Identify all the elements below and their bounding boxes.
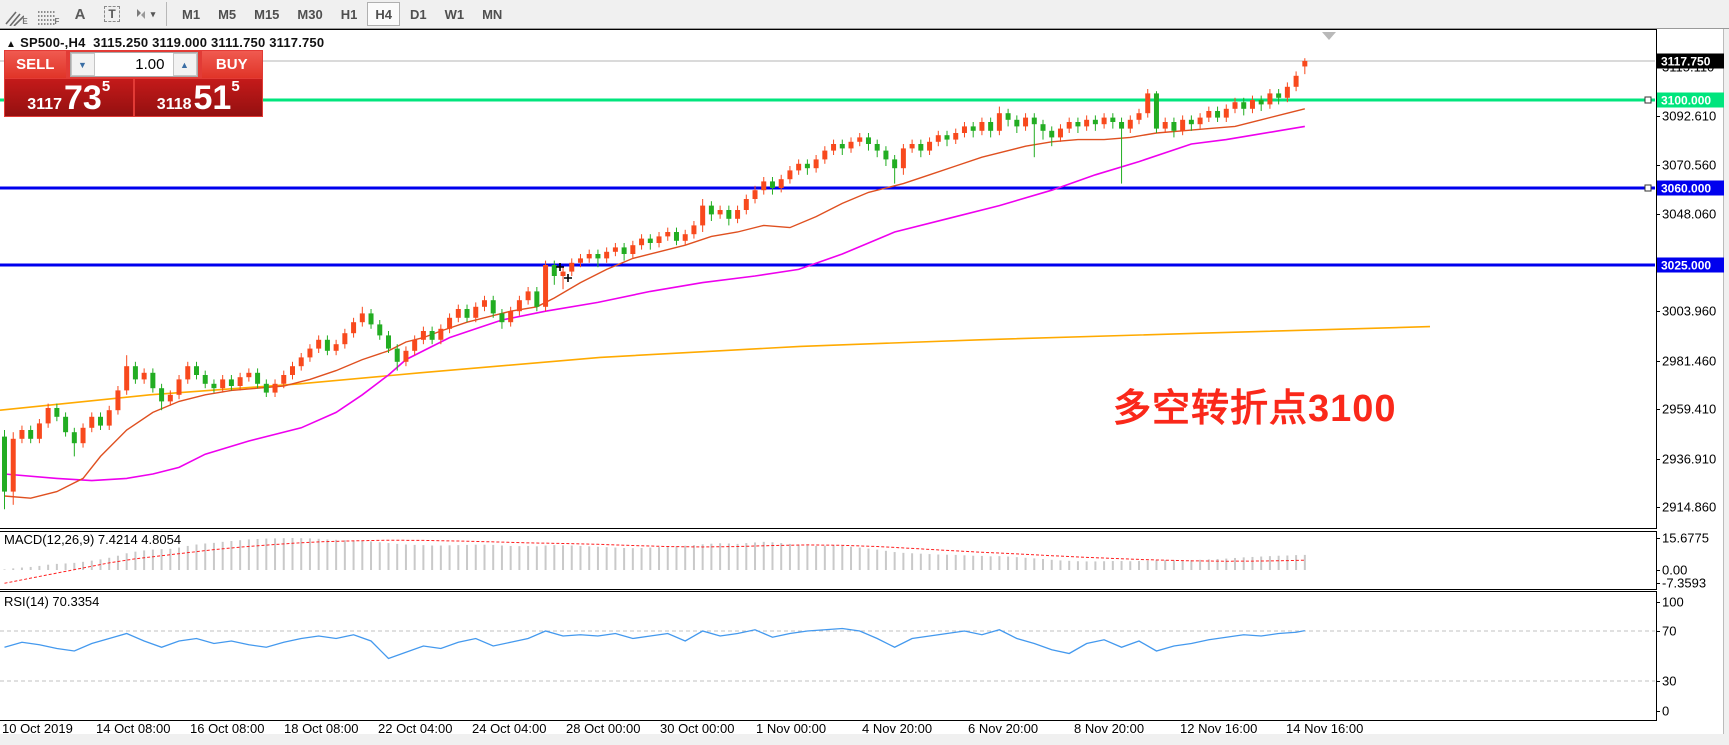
timeframe-button-d1[interactable]: D1	[409, 6, 427, 22]
equidistant-channel-button[interactable]: E	[1, 2, 31, 26]
low-value: 3111.750	[210, 35, 266, 50]
axis-tick-mark	[1656, 507, 1660, 508]
date-tick-label: 14 Nov 16:00	[1286, 721, 1364, 736]
price-tick-label: 2936.910	[1662, 451, 1717, 467]
date-tick-label: 6 Nov 20:00	[968, 721, 1039, 736]
axis-tick-mark	[1656, 214, 1660, 215]
axis-tick-mark	[1656, 681, 1660, 682]
rsi-tick-label: 100	[1662, 594, 1684, 610]
axis-tick-mark	[1656, 116, 1660, 117]
timeframe-button-m15[interactable]: M15	[254, 6, 280, 22]
sell-button[interactable]: SELL	[5, 51, 66, 78]
text-box-button[interactable]: T	[97, 2, 127, 26]
date-tick-label: 14 Oct 08:00	[96, 721, 171, 736]
macd-tick-label: 0.00	[1662, 562, 1688, 578]
axis-tick-mark	[1656, 165, 1660, 166]
drawing-tools-group: E F A T ▾	[0, 2, 160, 26]
price-tick-label: 3070.560	[1662, 157, 1717, 173]
high-value: 3119.000	[152, 35, 208, 50]
date-tick-label: 30 Oct 00:00	[660, 721, 735, 736]
sell-price-display[interactable]: 3117 73 5	[5, 79, 133, 116]
buy-price-pip-fraction: 5	[231, 78, 240, 95]
macd-indicator-label: MACD(12,26,9) 7.4214 4.8054	[4, 532, 182, 547]
symbol-period-label: SP500-,H4	[20, 35, 86, 50]
axis-tick-mark	[1656, 602, 1660, 603]
price-line-badge: 3025.000	[1657, 257, 1724, 273]
fibonacci-retracement-button[interactable]: F	[33, 2, 63, 26]
close-value: 3117.750	[269, 35, 325, 50]
sell-price-pip-fraction: 5	[101, 78, 111, 95]
date-tick-label: 4 Nov 20:00	[862, 721, 933, 736]
axis-tick-mark	[1656, 711, 1660, 712]
sell-price-big-digits: 73	[64, 79, 102, 118]
date-tick-label: 1 Nov 00:00	[756, 721, 827, 736]
macd-panel[interactable]	[0, 531, 1657, 590]
axis-tick-mark	[1656, 583, 1660, 584]
rsi-tick-label: 30	[1662, 673, 1677, 689]
price-tick-label: 2914.860	[1662, 499, 1717, 515]
rsi-indicator-label: RSI(14) 70.3354	[4, 594, 100, 609]
open-value: 3115.250	[93, 35, 149, 50]
date-tick-label: 10 Oct 2019	[2, 721, 73, 736]
timeframe-button-mn[interactable]: MN	[482, 6, 503, 22]
date-tick-label: 16 Oct 08:00	[190, 721, 265, 736]
date-tick-label: 18 Oct 08:00	[284, 721, 359, 736]
arrows-tool-button[interactable]: ▾	[129, 2, 159, 26]
text-label-button[interactable]: A	[74, 5, 86, 23]
timeframe-button-h4[interactable]: H4	[367, 2, 400, 26]
volume-stepper: ▼ 1.00 ▲	[69, 52, 198, 77]
date-tick-label: 12 Nov 16:00	[1180, 721, 1258, 736]
date-tick-label: 24 Oct 04:00	[472, 721, 547, 736]
buy-price-display[interactable]: 3118 51 5	[134, 78, 262, 118]
timeframe-button-m30[interactable]: M30	[297, 6, 323, 22]
volume-input[interactable]: 1.00	[135, 56, 165, 73]
timeframe-button-h1[interactable]: H1	[340, 6, 358, 22]
chevron-down-icon: ▾	[150, 8, 156, 19]
timeframe-buttons-group: M1 M5 M15 M30 H1 H4 D1 W1 MN	[173, 2, 511, 26]
date-tick-label: 22 Oct 04:00	[378, 721, 453, 736]
axis-tick-mark	[1656, 409, 1660, 410]
axis-tick-mark	[1656, 570, 1660, 571]
price-tick-label: 3092.610	[1662, 108, 1717, 124]
price-tick-label: 2959.410	[1662, 401, 1717, 417]
volume-decrease-button[interactable]: ▼	[70, 53, 95, 76]
price-line-badge: 3060.000	[1657, 180, 1724, 196]
axis-tick-mark	[1656, 311, 1660, 312]
symbol-arrow-icon: ▲	[6, 39, 17, 50]
buy-price-big-digits: 51	[193, 79, 232, 118]
timeframe-button-m1[interactable]: M1	[182, 6, 201, 22]
date-tick-label: 28 Oct 00:00	[566, 721, 641, 736]
axis-tick-mark	[1656, 361, 1660, 362]
price-tick-label: 3048.060	[1662, 206, 1717, 222]
chinese-annotation-text: 多空转折点3100	[1113, 388, 1397, 430]
chart-toolbar: E F A T ▾ M1 M5 M15 M30 H1 H4 D1 W1 MN	[0, 0, 1729, 29]
axis-tick-mark	[1656, 631, 1660, 632]
rsi-tick-label: 0	[1662, 703, 1670, 719]
price-line-badge: 3117.750	[1657, 53, 1724, 69]
buy-button[interactable]: BUY	[201, 51, 262, 78]
one-click-trading-widget: SELL ▼ 1.00 ▲ BUY 3117 73 5 3118 51 5	[4, 50, 263, 117]
rsi-tick-label: 70	[1662, 623, 1677, 639]
volume-increase-button[interactable]: ▲	[172, 53, 197, 76]
price-line-badge: 3100.000	[1657, 92, 1724, 108]
window-right-border	[1723, 28, 1724, 734]
date-tick-label: 8 Nov 20:00	[1074, 721, 1145, 736]
axis-tick-mark	[1656, 538, 1660, 539]
text-box-icon: T	[104, 6, 120, 22]
tool-sub-label: F	[54, 17, 60, 26]
timeframe-button-m5[interactable]: M5	[218, 6, 237, 22]
toolbar-separator	[166, 2, 167, 26]
macd-tick-label: -7.3593	[1662, 575, 1707, 591]
price-tick-label: 3003.960	[1662, 303, 1717, 319]
price-tick-label: 2981.460	[1662, 353, 1717, 369]
macd-tick-label: 15.6775	[1662, 530, 1709, 546]
axis-tick-mark	[1656, 459, 1660, 460]
ohlc-info-line: ▲ SP500-,H4 3115.250 3119.000 3111.750 31…	[6, 35, 324, 50]
sell-price-handle: 3117	[27, 96, 63, 113]
buy-price-handle: 3118	[156, 96, 192, 113]
rsi-panel[interactable]	[0, 591, 1657, 721]
tool-sub-label: E	[22, 17, 28, 26]
timeframe-button-w1[interactable]: W1	[444, 6, 465, 22]
